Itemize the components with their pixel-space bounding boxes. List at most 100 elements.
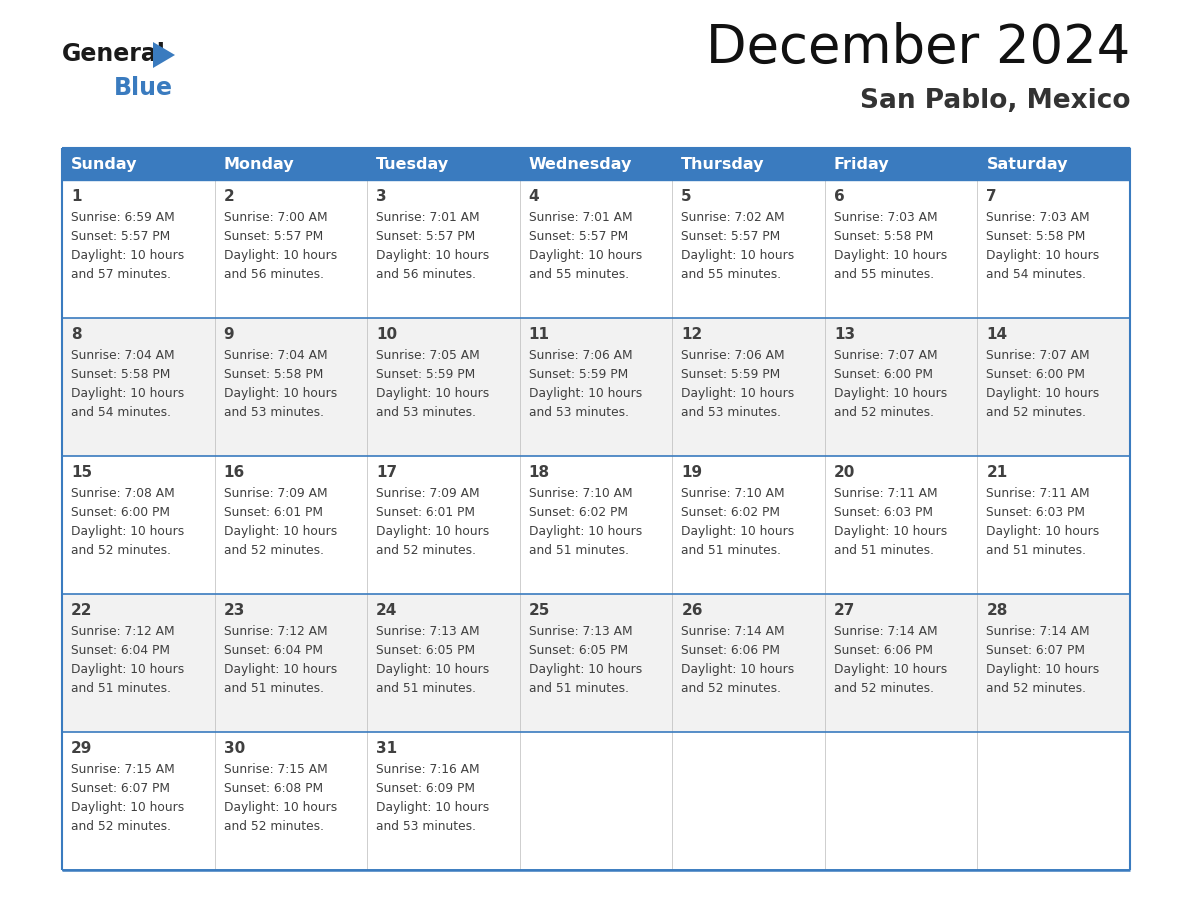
Bar [62,180,215,318]
Text: 28: 28 [986,603,1007,618]
Text: Sunrise: 7:03 AM: Sunrise: 7:03 AM [834,211,937,224]
Bar [672,732,824,870]
Bar [824,594,978,732]
Text: 15: 15 [71,465,93,480]
Text: Sunset: 6:06 PM: Sunset: 6:06 PM [681,644,781,657]
Text: 6: 6 [834,189,845,204]
Text: Daylight: 10 hours: Daylight: 10 hours [71,249,184,262]
Bar [978,594,1130,732]
Text: Daylight: 10 hours: Daylight: 10 hours [377,387,489,400]
Text: and 56 minutes.: and 56 minutes. [223,268,323,281]
Bar [215,148,367,180]
Bar [824,456,978,594]
Bar [978,456,1130,594]
Text: Daylight: 10 hours: Daylight: 10 hours [71,801,184,814]
Text: General: General [62,42,166,66]
Bar [978,732,1130,870]
Text: Sunrise: 7:06 AM: Sunrise: 7:06 AM [529,349,632,362]
Text: 25: 25 [529,603,550,618]
Text: Sunrise: 7:01 AM: Sunrise: 7:01 AM [529,211,632,224]
Text: Sunrise: 7:04 AM: Sunrise: 7:04 AM [71,349,175,362]
Text: Sunset: 6:08 PM: Sunset: 6:08 PM [223,782,323,795]
Text: Sunrise: 7:01 AM: Sunrise: 7:01 AM [377,211,480,224]
Text: Sunset: 6:05 PM: Sunset: 6:05 PM [529,644,627,657]
Text: Sunset: 5:58 PM: Sunset: 5:58 PM [223,368,323,381]
Text: 23: 23 [223,603,245,618]
Text: Daylight: 10 hours: Daylight: 10 hours [223,801,337,814]
Text: 21: 21 [986,465,1007,480]
Text: Sunrise: 7:07 AM: Sunrise: 7:07 AM [986,349,1091,362]
Text: Daylight: 10 hours: Daylight: 10 hours [223,525,337,538]
Bar [519,594,672,732]
Text: 1: 1 [71,189,82,204]
Text: 31: 31 [377,741,397,756]
Bar [367,456,519,594]
Text: Daylight: 10 hours: Daylight: 10 hours [986,525,1100,538]
Bar [824,732,978,870]
Text: and 52 minutes.: and 52 minutes. [223,820,323,833]
Text: Sunset: 6:01 PM: Sunset: 6:01 PM [223,506,323,519]
Text: 13: 13 [834,327,855,342]
Text: Sunset: 6:00 PM: Sunset: 6:00 PM [986,368,1086,381]
Text: San Pablo, Mexico: San Pablo, Mexico [859,88,1130,114]
Bar [519,456,672,594]
Text: 17: 17 [377,465,397,480]
Text: and 52 minutes.: and 52 minutes. [223,544,323,557]
Text: and 52 minutes.: and 52 minutes. [834,406,934,419]
Text: Sunrise: 7:16 AM: Sunrise: 7:16 AM [377,763,480,776]
Text: Sunrise: 7:05 AM: Sunrise: 7:05 AM [377,349,480,362]
Text: and 53 minutes.: and 53 minutes. [529,406,628,419]
Text: and 54 minutes.: and 54 minutes. [71,406,171,419]
Text: Sunset: 5:58 PM: Sunset: 5:58 PM [71,368,170,381]
Text: Sunset: 5:57 PM: Sunset: 5:57 PM [223,230,323,243]
Text: Daylight: 10 hours: Daylight: 10 hours [529,663,642,676]
Bar [672,180,824,318]
Text: Sunrise: 7:11 AM: Sunrise: 7:11 AM [986,487,1091,500]
Text: and 55 minutes.: and 55 minutes. [834,268,934,281]
Text: Sunset: 6:09 PM: Sunset: 6:09 PM [377,782,475,795]
Text: 30: 30 [223,741,245,756]
Text: 9: 9 [223,327,234,342]
Bar [62,732,215,870]
Text: Sunrise: 7:14 AM: Sunrise: 7:14 AM [986,625,1091,638]
Bar [215,732,367,870]
Text: Sunset: 5:59 PM: Sunset: 5:59 PM [681,368,781,381]
Text: 22: 22 [71,603,93,618]
Bar [215,594,367,732]
Text: Sunset: 6:02 PM: Sunset: 6:02 PM [681,506,781,519]
Bar [62,594,215,732]
Text: Sunrise: 7:12 AM: Sunrise: 7:12 AM [71,625,175,638]
Text: 8: 8 [71,327,82,342]
Text: Sunrise: 7:10 AM: Sunrise: 7:10 AM [529,487,632,500]
Text: Sunrise: 7:12 AM: Sunrise: 7:12 AM [223,625,327,638]
Bar [824,318,978,456]
Bar [672,594,824,732]
Text: and 51 minutes.: and 51 minutes. [986,544,1087,557]
Text: and 57 minutes.: and 57 minutes. [71,268,171,281]
Text: 26: 26 [681,603,703,618]
Bar [978,318,1130,456]
Text: Sunrise: 7:00 AM: Sunrise: 7:00 AM [223,211,327,224]
Text: and 52 minutes.: and 52 minutes. [986,406,1087,419]
Text: Sunset: 6:05 PM: Sunset: 6:05 PM [377,644,475,657]
Text: Daylight: 10 hours: Daylight: 10 hours [71,387,184,400]
Text: Daylight: 10 hours: Daylight: 10 hours [529,387,642,400]
Bar [519,318,672,456]
Bar [215,180,367,318]
Text: and 56 minutes.: and 56 minutes. [377,268,476,281]
Text: Daylight: 10 hours: Daylight: 10 hours [834,387,947,400]
Text: and 53 minutes.: and 53 minutes. [377,406,476,419]
Text: Sunrise: 7:10 AM: Sunrise: 7:10 AM [681,487,785,500]
Bar [978,148,1130,180]
Text: Sunrise: 6:59 AM: Sunrise: 6:59 AM [71,211,175,224]
Text: and 53 minutes.: and 53 minutes. [681,406,782,419]
Bar [978,180,1130,318]
Text: 27: 27 [834,603,855,618]
Text: 16: 16 [223,465,245,480]
Bar [367,732,519,870]
Text: Daylight: 10 hours: Daylight: 10 hours [681,249,795,262]
Text: Sunset: 5:57 PM: Sunset: 5:57 PM [71,230,170,243]
Text: Sunrise: 7:14 AM: Sunrise: 7:14 AM [681,625,785,638]
Text: Sunrise: 7:15 AM: Sunrise: 7:15 AM [223,763,328,776]
Bar [62,148,215,180]
